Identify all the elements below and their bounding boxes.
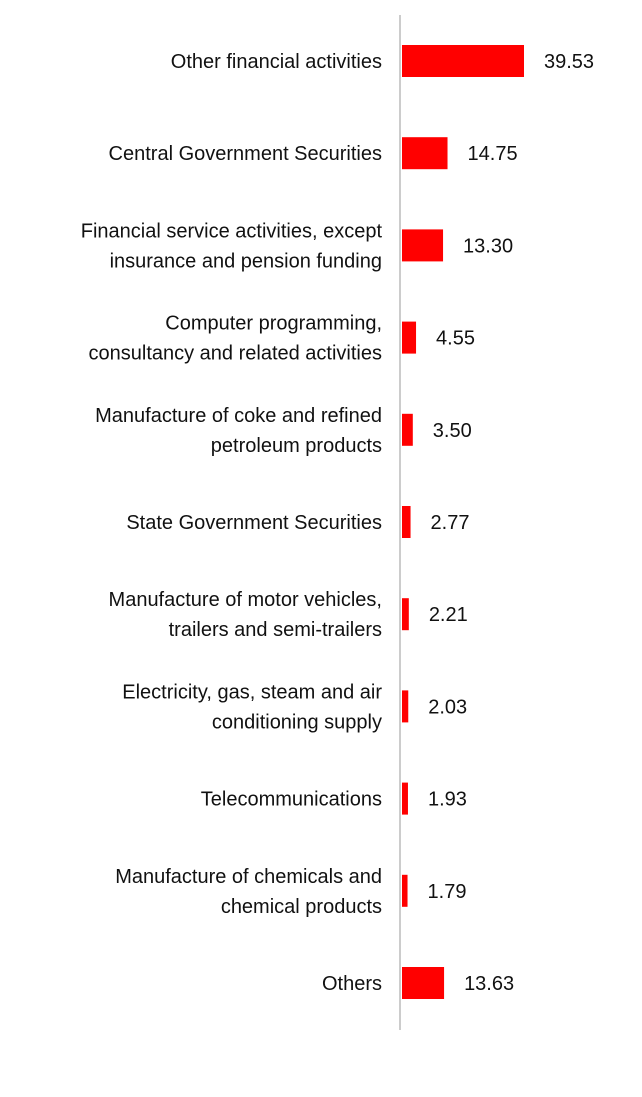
category-label: insurance and pension funding: [110, 250, 382, 272]
category-label: Manufacture of chemicals and: [115, 866, 382, 888]
bar: [402, 137, 448, 170]
category-label: Manufacture of coke and refined: [95, 405, 382, 427]
category-label: chemical products: [221, 896, 382, 918]
value-label: 13.30: [463, 235, 513, 257]
category-label: consultancy and related activities: [89, 343, 383, 365]
bar: [402, 229, 444, 262]
bar: [402, 690, 409, 723]
value-label: 3.50: [433, 420, 472, 442]
category-label: conditioning supply: [212, 711, 382, 733]
bar: [402, 413, 413, 446]
value-label: 2.21: [429, 604, 468, 626]
category-label: Others: [322, 973, 382, 995]
category-label: trailers and semi-trailers: [169, 619, 382, 641]
value-label: 2.03: [428, 696, 467, 718]
bars-group: [402, 45, 524, 999]
category-label: Computer programming,: [165, 313, 382, 335]
bar: [402, 782, 408, 815]
category-label: petroleum products: [211, 435, 382, 457]
bar: [402, 45, 524, 77]
bar: [402, 967, 445, 999]
value-label: 13.63: [464, 973, 514, 995]
bar: [402, 506, 411, 538]
bar: [402, 321, 417, 354]
value-label: 39.53: [544, 51, 594, 73]
category-label: Electricity, gas, steam and air: [122, 681, 382, 703]
value-label: 4.55: [436, 328, 475, 350]
value-labels-group: 39.53 14.75 13.30 4.55 3.50 2.77 2.21 2.03 1.93 1…: [428, 51, 595, 995]
category-label: Financial service activities, except: [81, 220, 383, 242]
bar: [402, 874, 408, 907]
value-label: 14.75: [468, 143, 518, 165]
category-label: Other financial activities: [171, 51, 382, 73]
bar: [402, 598, 409, 631]
category-label: Central Government Securities: [109, 143, 382, 165]
value-label: 1.79: [428, 881, 467, 903]
category-labels-group: Other financial activities Central Govern…: [81, 51, 383, 995]
category-label: State Government Securities: [126, 512, 382, 534]
value-label: 1.93: [428, 789, 467, 811]
category-label: Telecommunications: [201, 789, 382, 811]
value-label: 2.77: [431, 512, 470, 534]
category-label: Manufacture of motor vehicles,: [109, 589, 382, 611]
